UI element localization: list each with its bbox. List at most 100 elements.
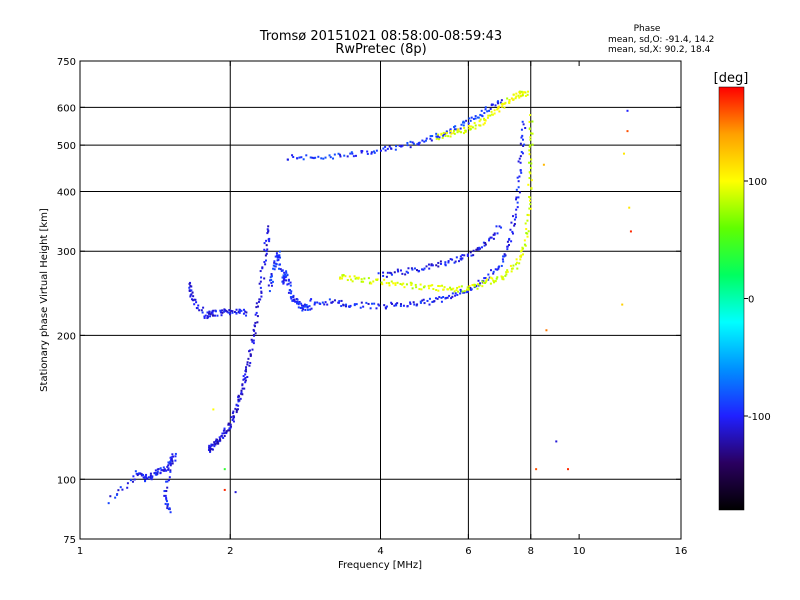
data-point [427,263,430,266]
data-point [485,279,488,282]
data-point [466,289,469,292]
data-point [277,267,280,270]
data-point [246,376,249,379]
data-point [339,155,342,158]
data-point [501,103,504,106]
data-point [167,467,170,470]
data-point [442,134,445,137]
data-point [190,298,193,301]
data-point [521,152,524,155]
data-point [232,417,235,420]
data-point [260,295,263,298]
data-point [478,246,481,249]
data-point [320,157,323,160]
data-point [459,292,462,295]
data-point [436,297,439,300]
data-point [219,309,222,312]
data-point [300,304,303,307]
data-point [237,394,240,397]
data-point [208,310,211,313]
data-point [495,277,498,280]
data-point [449,288,452,291]
data-point [515,258,518,261]
data-point [169,470,172,473]
data-point [268,240,271,243]
data-point [273,268,276,271]
data-point [456,293,459,296]
data-point [340,305,343,308]
data-point [410,282,413,285]
data-point [500,226,503,229]
data-point [165,500,168,503]
data-point [281,276,284,279]
data-point [503,255,506,258]
data-point [469,286,472,289]
phase-heading: Phase [634,24,661,34]
data-point [410,267,413,270]
data-point [516,176,519,179]
data-point [360,301,363,304]
data-point [434,297,437,300]
data-point [406,141,409,144]
data-point [193,298,196,301]
data-point [366,150,369,153]
data-point [207,448,210,451]
data-point [453,125,456,128]
data-point [256,315,259,318]
data-point [290,296,293,299]
data-point [402,304,405,307]
data-point [188,286,191,289]
data-point [418,269,421,272]
x-tick-label: 2 [227,546,233,557]
data-point [196,307,199,310]
data-point [480,246,483,249]
data-point [451,292,454,295]
data-point [417,142,420,145]
data-point [409,140,412,143]
data-point [378,304,381,307]
data-point [389,271,392,274]
data-point [114,496,117,499]
data-point [138,472,141,475]
data-point [497,266,500,269]
data-point [417,143,420,146]
data-point [480,114,483,117]
data-point [282,274,285,277]
data-point [470,125,473,128]
y-tick-label: 600 [57,103,76,114]
data-point [209,447,212,450]
data-point [426,299,429,302]
data-point [143,476,146,479]
data-point [310,298,313,301]
data-point [227,423,230,426]
data-point [452,287,455,290]
data-point [300,156,303,159]
data-point [522,123,525,126]
data-point [518,90,521,93]
data-point [521,92,524,95]
data-point [154,473,157,476]
data-point [514,263,517,266]
data-point [232,415,235,418]
data-point [276,254,279,257]
data-point [119,486,122,489]
data-point [509,228,512,231]
outlier-point [626,109,629,112]
data-point [511,267,514,270]
data-point [273,261,276,264]
y-tick-label: 200 [57,331,76,342]
data-point [482,241,485,244]
data-point [321,301,324,304]
data-point [416,303,419,306]
data-point [456,131,459,134]
data-point [495,225,498,228]
data-point [520,150,523,153]
outlier-point [628,206,631,209]
data-point [210,444,213,447]
data-point [228,309,231,312]
data-point [486,110,489,113]
outlier-point [629,230,632,233]
data-point [362,305,365,308]
data-point [461,254,464,257]
data-point [372,150,375,153]
